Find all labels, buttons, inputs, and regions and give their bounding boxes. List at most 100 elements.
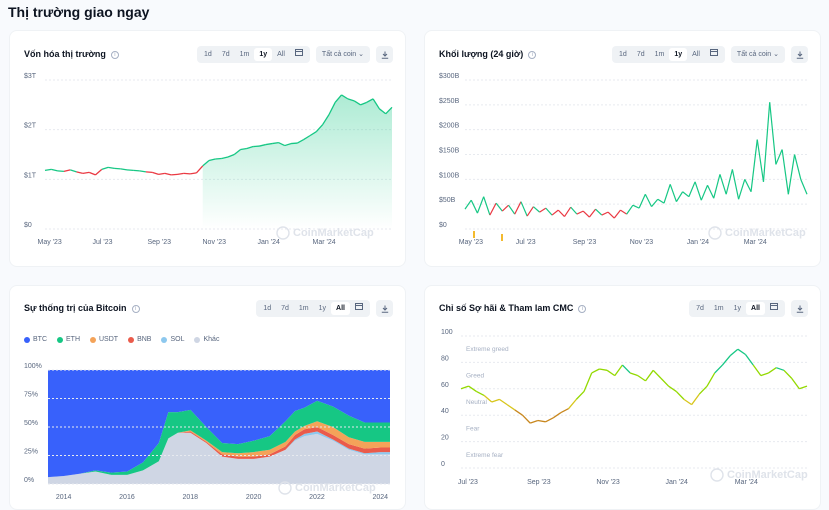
range-all[interactable]: All: [272, 48, 290, 61]
x-tick-label: Jul '23: [458, 479, 478, 486]
legend-item-eth[interactable]: ETH: [57, 336, 80, 343]
legend-dot: [128, 337, 134, 343]
line-segment: [540, 208, 546, 212]
line-segment: [745, 354, 753, 365]
range-1y[interactable]: 1y: [729, 302, 746, 315]
line-segment: [622, 365, 630, 373]
line-segment: [738, 349, 746, 354]
legend-label: BNB: [137, 336, 151, 343]
legend-item-sol[interactable]: SOL: [161, 336, 184, 343]
line-segment: [190, 173, 196, 174]
y-tick-label: $1T: [24, 172, 37, 179]
line-segment: [502, 205, 508, 211]
line-segment: [561, 409, 569, 413]
line-segment: [102, 167, 108, 169]
range-1y[interactable]: 1y: [669, 48, 687, 61]
line-segment: [607, 370, 615, 375]
download-icon: [796, 46, 804, 64]
legend-label: Khác: [203, 336, 219, 343]
event-marker: [501, 234, 503, 241]
line-segment: [599, 369, 607, 370]
range-all[interactable]: All: [687, 48, 705, 61]
line-segment: [576, 391, 584, 399]
coin-filter-dropdown[interactable]: Tất cả coin ⌄: [316, 46, 370, 63]
y-tick-label: $50B: [439, 197, 456, 204]
legend-item-usdt[interactable]: USDT: [90, 336, 118, 343]
legend-item-bnb[interactable]: BNB: [128, 336, 151, 343]
line-segment: [776, 368, 784, 371]
line-segment: [476, 391, 484, 395]
range-selector: 7d 1m 1y All: [689, 300, 785, 317]
legend-item-other[interactable]: Khác: [194, 336, 219, 343]
range-1y[interactable]: 1y: [254, 48, 272, 61]
legend-dot: [24, 337, 30, 343]
range-selector: 1d 7d 1m 1y All: [197, 46, 310, 63]
calendar-icon[interactable]: [290, 48, 308, 61]
line-segment: [538, 420, 546, 421]
line-segment: [782, 150, 788, 195]
line-segment: [499, 399, 507, 404]
coin-filter-dropdown[interactable]: Tất cả coin ⌄: [731, 46, 785, 63]
line-segment: [121, 169, 127, 170]
info-icon[interactable]: i: [132, 305, 140, 313]
range-all[interactable]: All: [746, 302, 765, 315]
range-1d[interactable]: 1d: [614, 48, 632, 61]
line-segment: [51, 169, 57, 170]
line-segment: [676, 391, 684, 399]
range-7d[interactable]: 7d: [691, 302, 709, 315]
line-segment: [670, 184, 676, 201]
line-segment: [569, 399, 577, 408]
legend-label: BTC: [33, 336, 47, 343]
x-tick-label: Sep '23: [148, 239, 172, 246]
range-1m[interactable]: 1m: [709, 302, 729, 315]
y-tick-label: $200B: [439, 123, 460, 130]
line-segment: [792, 378, 800, 389]
line-segment: [707, 373, 715, 386]
range-all[interactable]: All: [331, 302, 350, 315]
info-icon[interactable]: i: [528, 51, 536, 59]
download-button[interactable]: [376, 46, 393, 63]
download-button[interactable]: [791, 46, 808, 63]
range-1m[interactable]: 1m: [294, 302, 314, 315]
line-segment: [684, 399, 692, 404]
info-icon[interactable]: i: [111, 51, 119, 59]
line-segment: [592, 369, 600, 373]
x-tick-label: Jan '24: [687, 239, 709, 246]
range-1d[interactable]: 1d: [258, 302, 276, 315]
download-button[interactable]: [376, 300, 393, 317]
x-tick-label: Jul '23: [516, 239, 536, 246]
info-icon[interactable]: i: [578, 305, 586, 313]
line-segment: [589, 209, 595, 217]
line-segment: [708, 185, 714, 198]
line-segment: [177, 173, 183, 174]
line-segment: [89, 172, 95, 174]
volume-toolbar: 1d 7d 1m 1y All Tất cả coin ⌄: [612, 46, 808, 63]
range-7d[interactable]: 7d: [276, 302, 294, 315]
calendar-icon[interactable]: [765, 302, 783, 315]
range-1m[interactable]: 1m: [650, 48, 670, 61]
range-1m[interactable]: 1m: [235, 48, 255, 61]
line-segment: [70, 170, 76, 172]
line-segment: [614, 210, 620, 218]
range-7d[interactable]: 7d: [217, 48, 235, 61]
line-segment: [720, 174, 726, 194]
legend-item-btc[interactable]: BTC: [24, 336, 47, 343]
range-1y[interactable]: 1y: [314, 302, 331, 315]
range-1d[interactable]: 1d: [199, 48, 217, 61]
fear-greed-toolbar: 7d 1m 1y All: [689, 300, 808, 317]
line-segment: [64, 170, 70, 171]
line-segment: [730, 349, 738, 356]
line-segment: [695, 182, 701, 200]
line-segment: [722, 356, 730, 365]
zone-label: Fear: [466, 425, 480, 432]
calendar-icon[interactable]: [705, 48, 723, 61]
download-icon: [796, 300, 804, 318]
y-tick-label: $0: [24, 222, 32, 229]
range-7d[interactable]: 7d: [632, 48, 650, 61]
line-segment: [699, 386, 707, 394]
calendar-icon[interactable]: [350, 302, 368, 315]
y-tick-label: $300B: [439, 73, 460, 80]
download-button[interactable]: [791, 300, 808, 317]
